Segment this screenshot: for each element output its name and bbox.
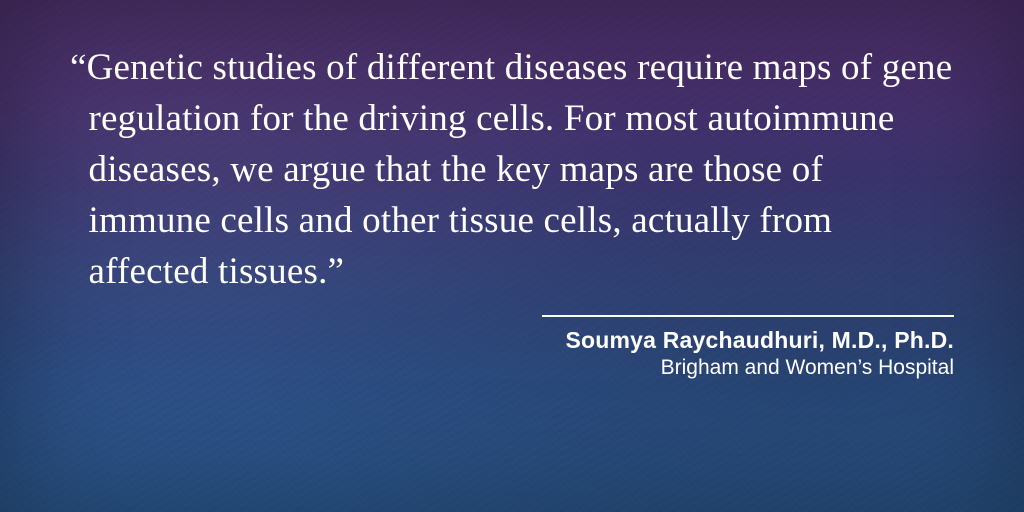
attribution-name: Soumya Raychaudhuri, M.D., Ph.D. <box>542 327 954 354</box>
attribution-block: Soumya Raychaudhuri, M.D., Ph.D. Brigham… <box>542 315 954 380</box>
quote-card: “Genetic studies of different diseases r… <box>0 0 1024 512</box>
divider-rule <box>542 315 954 317</box>
attribution-affiliation: Brigham and Women’s Hospital <box>542 356 954 380</box>
quote-text: “Genetic studies of different diseases r… <box>70 42 954 297</box>
